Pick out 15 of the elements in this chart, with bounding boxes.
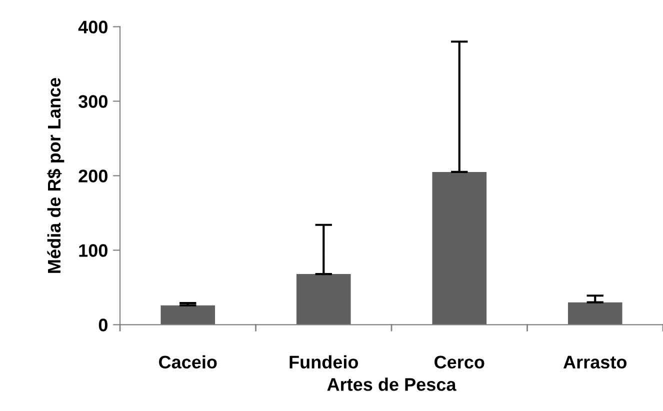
y-tick-label: 200 bbox=[78, 170, 108, 182]
bar bbox=[568, 302, 622, 325]
y-tick-label: 400 bbox=[78, 20, 108, 34]
y-tick-label: 0 bbox=[98, 318, 108, 332]
x-tick-label: Cerco bbox=[434, 356, 484, 369]
y-tick-label: 100 bbox=[79, 244, 108, 257]
x-tick-label: Fundeio bbox=[290, 355, 358, 369]
x-tick-label: Caceio bbox=[159, 355, 217, 369]
x-tick-label: Arrasto bbox=[563, 356, 627, 369]
bar bbox=[296, 274, 351, 325]
y-axis-title: Média de R$ por Lance bbox=[47, 78, 64, 273]
bar bbox=[160, 305, 216, 325]
x-axis-title: Artes de Pesca bbox=[327, 378, 456, 391]
y-tick-label: 300 bbox=[78, 95, 108, 108]
bar bbox=[432, 172, 487, 325]
